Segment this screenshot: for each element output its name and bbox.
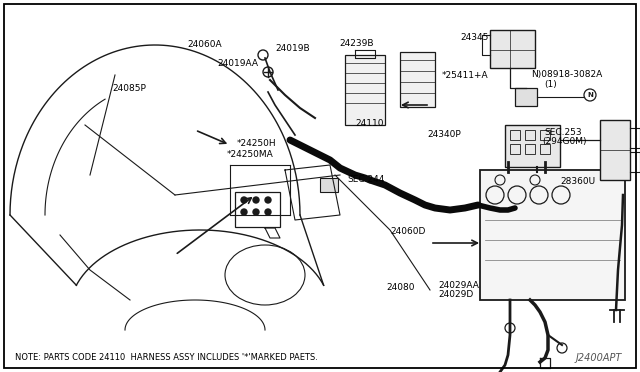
Text: 24110: 24110	[355, 119, 384, 128]
Text: N: N	[587, 92, 593, 98]
Text: NOTE: PARTS CODE 24110  HARNESS ASSY INCLUDES '*'MARKED PAETS.: NOTE: PARTS CODE 24110 HARNESS ASSY INCL…	[15, 353, 318, 362]
Text: 24060A: 24060A	[187, 40, 221, 49]
Bar	[525, 144, 535, 154]
Circle shape	[253, 197, 259, 203]
Text: 24340P: 24340P	[428, 130, 461, 139]
Bar	[510, 144, 520, 154]
Text: 24345: 24345	[461, 33, 489, 42]
Text: 24019B: 24019B	[275, 44, 310, 53]
Circle shape	[265, 209, 271, 215]
Bar	[235, 192, 280, 227]
Text: 24019AA: 24019AA	[218, 60, 259, 68]
Circle shape	[241, 209, 247, 215]
Text: 24085P: 24085P	[112, 84, 146, 93]
Text: 24060D: 24060D	[390, 227, 426, 236]
Bar	[320, 178, 338, 192]
Text: (1): (1)	[544, 80, 557, 89]
Circle shape	[241, 197, 247, 203]
Bar	[600, 120, 630, 180]
Bar	[400, 52, 435, 107]
Text: *25411+A: *25411+A	[442, 71, 488, 80]
Text: 24239B: 24239B	[339, 39, 374, 48]
Text: SEC.253: SEC.253	[544, 128, 582, 137]
Text: SEC.244: SEC.244	[348, 175, 385, 184]
Text: 28360U: 28360U	[561, 177, 596, 186]
Bar	[345, 55, 385, 125]
Circle shape	[253, 209, 259, 215]
Text: 24080: 24080	[387, 283, 415, 292]
Text: *24250MA: *24250MA	[227, 150, 274, 159]
Bar	[505, 125, 560, 167]
Bar	[525, 130, 535, 140]
Text: (294G0M): (294G0M)	[543, 137, 588, 146]
Bar	[490, 30, 535, 68]
Bar	[540, 144, 550, 154]
Text: 24029AA: 24029AA	[438, 281, 479, 290]
Text: 24029D: 24029D	[438, 291, 474, 299]
Text: N)08918-3082A: N)08918-3082A	[531, 70, 602, 79]
Bar	[510, 130, 520, 140]
Bar	[480, 170, 625, 300]
Bar	[515, 88, 537, 106]
Bar	[540, 130, 550, 140]
Text: *24250H: *24250H	[237, 139, 276, 148]
Circle shape	[265, 197, 271, 203]
Text: J2400APT: J2400APT	[575, 353, 622, 363]
